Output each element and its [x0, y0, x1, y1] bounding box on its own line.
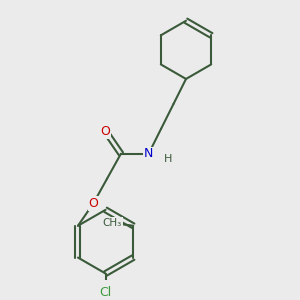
Text: O: O — [88, 197, 98, 210]
Text: H: H — [164, 154, 172, 164]
Text: O: O — [101, 125, 111, 138]
Text: CH₃: CH₃ — [103, 218, 122, 228]
Text: Cl: Cl — [99, 286, 112, 299]
Text: N: N — [144, 147, 153, 160]
